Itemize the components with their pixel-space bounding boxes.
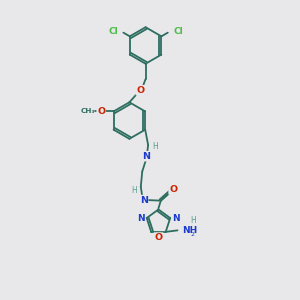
Text: 2: 2 xyxy=(190,232,194,237)
Text: NH: NH xyxy=(182,226,197,235)
Text: H: H xyxy=(190,216,196,225)
Text: Cl: Cl xyxy=(173,27,183,36)
Text: O: O xyxy=(154,233,163,242)
Text: H: H xyxy=(131,186,137,195)
Text: N: N xyxy=(172,214,180,223)
Text: Cl: Cl xyxy=(108,27,118,36)
Text: N: N xyxy=(140,196,148,205)
Text: O: O xyxy=(169,185,177,194)
Text: N: N xyxy=(137,214,144,223)
Text: N: N xyxy=(142,152,150,161)
Text: CH₃: CH₃ xyxy=(80,108,95,114)
Text: O: O xyxy=(136,86,144,95)
Text: O: O xyxy=(97,107,105,116)
Text: H: H xyxy=(152,142,158,151)
